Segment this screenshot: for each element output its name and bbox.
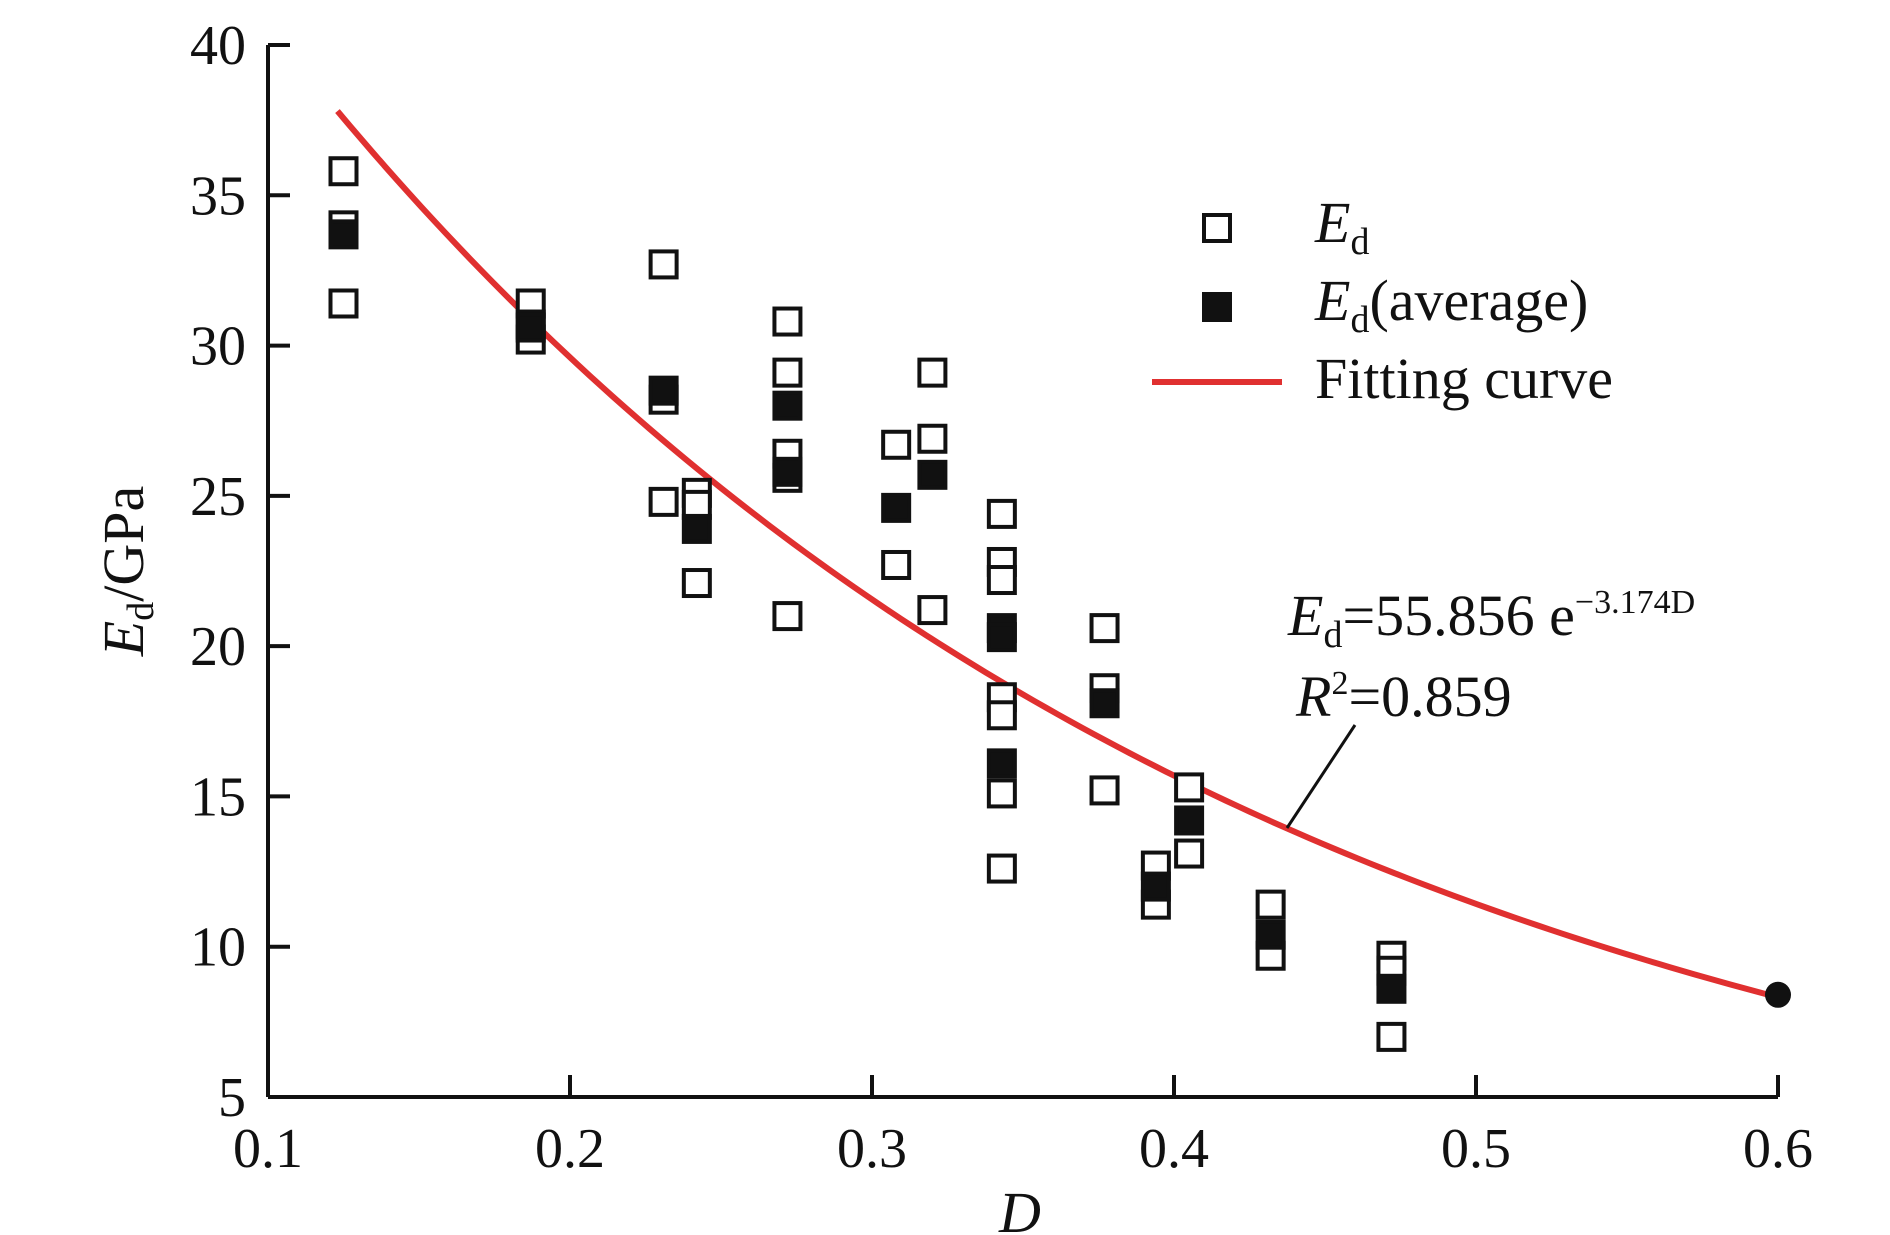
- ed-point: [648, 486, 679, 517]
- ed-average-point: [986, 622, 1017, 653]
- y-tick-label: 15: [190, 766, 246, 828]
- legend-label-ed-average: Ed(average): [1314, 268, 1588, 341]
- y-tick-label: 35: [190, 165, 246, 227]
- ed-point: [1174, 772, 1205, 803]
- y-ticks: 5 10 15 20 25 30 35 40: [190, 15, 290, 1129]
- y-tick-label: 20: [190, 616, 246, 678]
- ed-point: [1174, 838, 1205, 869]
- x-tick-label: 0.6: [1743, 1118, 1813, 1180]
- axes: [266, 45, 1778, 1099]
- ed-point: [986, 498, 1017, 529]
- ed-average-points: [328, 219, 1407, 1004]
- ed-point: [917, 595, 948, 626]
- legend-label-ed: Ed: [1314, 190, 1369, 263]
- x-ticks: 0.1 0.2 0.3 0.4 0.5 0.6: [233, 1075, 1813, 1180]
- x-axis-title: D: [998, 1180, 1041, 1235]
- ed-average-point: [648, 375, 679, 406]
- ed-average-point: [681, 513, 712, 544]
- ed-point: [986, 565, 1017, 596]
- ed-point: [772, 357, 803, 388]
- ed-average-point: [1255, 919, 1286, 950]
- curve-end-marker: [1765, 981, 1791, 1008]
- ed-point: [986, 700, 1017, 731]
- ed-point: [986, 778, 1017, 809]
- ed-point: [917, 357, 948, 388]
- ed-average-point: [1174, 805, 1205, 836]
- fitting-curve-line: [335, 109, 1779, 1001]
- ed-average-point: [1376, 973, 1407, 1004]
- ed-average-point: [917, 459, 948, 490]
- y-tick-label: 5: [218, 1067, 246, 1129]
- y-axis-title-sub: d: [120, 602, 162, 621]
- ed-average-point: [881, 492, 912, 523]
- r-squared: R2=0.859: [1295, 664, 1512, 729]
- x-tick-label: 0.1: [233, 1118, 303, 1180]
- y-axis-title: Ed/GPa: [91, 486, 162, 657]
- ed-average-point: [986, 748, 1017, 779]
- ed-point: [1255, 889, 1286, 920]
- x-tick-label: 0.4: [1139, 1118, 1209, 1180]
- y-tick-label: 25: [190, 466, 246, 528]
- ed-point: [328, 156, 359, 187]
- ed-point: [986, 853, 1017, 884]
- x-tick-label: 0.2: [535, 1118, 605, 1180]
- ed-point: [328, 288, 359, 319]
- legend: Ed Ed(average) Fitting curve: [1152, 190, 1613, 411]
- ed-point: [648, 249, 679, 280]
- y-tick-label: 40: [190, 15, 246, 77]
- ed-point: [881, 429, 912, 460]
- ed-point: [1376, 1021, 1407, 1052]
- y-axis-title-unit: /GPa: [91, 486, 156, 602]
- ed-point: [1089, 775, 1120, 806]
- legend-open-square-icon: [1202, 213, 1232, 243]
- y-tick-label: 30: [190, 316, 246, 378]
- ed-average-point: [1089, 688, 1120, 719]
- ed-point: [881, 549, 912, 580]
- ed-point: [772, 601, 803, 632]
- ed-point: [917, 423, 948, 454]
- ed-average-point: [515, 312, 546, 343]
- fit-equation: Ed=55.856 e−3.174D: [1287, 583, 1695, 656]
- ed-average-point: [772, 390, 803, 421]
- ed-point: [1089, 613, 1120, 644]
- ed-point: [681, 568, 712, 599]
- annotation-leader-line: [1285, 724, 1357, 829]
- y-axis-title-main: E: [91, 621, 156, 657]
- ed-average-point: [328, 219, 359, 250]
- y-tick-label: 10: [190, 917, 246, 979]
- ed-average-point: [772, 456, 803, 487]
- legend-label-fitting-curve: Fitting curve: [1315, 346, 1613, 411]
- ed-points: [328, 156, 1407, 1052]
- x-tick-label: 0.3: [837, 1118, 907, 1180]
- ed-point: [772, 306, 803, 337]
- x-tick-label: 0.5: [1441, 1118, 1511, 1180]
- ed-average-point: [1140, 871, 1171, 902]
- legend-filled-square-icon: [1202, 292, 1232, 322]
